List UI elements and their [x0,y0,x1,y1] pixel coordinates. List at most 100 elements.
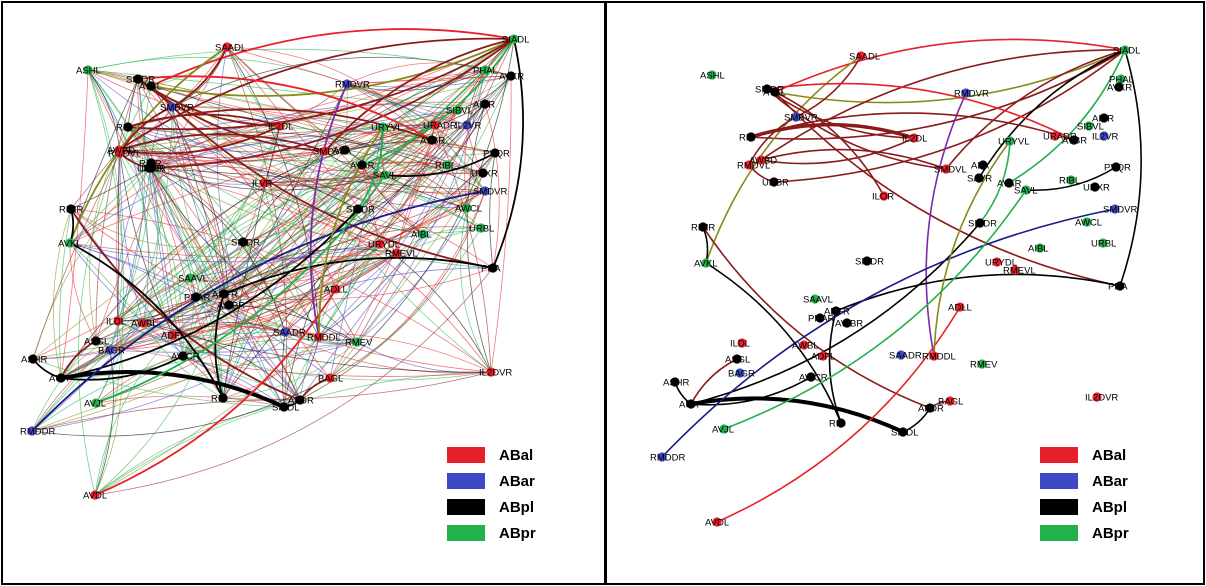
node-awcl: AWCL [1075,217,1102,229]
node-marker [896,350,906,360]
edge-RMDVR-RMDDL [925,92,967,357]
node-savl: SAVL [373,170,397,182]
node-marker [955,302,965,312]
node-marker [320,146,330,156]
edge-SAVL-ILVR [263,170,386,184]
node-rmddl: RMDDL [922,351,956,363]
node-label: RIG [829,419,846,430]
node-ashl: ASHL [700,70,725,82]
node-label: ILVR [252,179,273,190]
edge-RIR-SIADR [127,78,139,128]
node-saadr: SAADR [889,350,922,362]
node-label: ASHR [21,355,48,366]
node-label: IL2DVR [1085,393,1118,404]
node-label: RIBL [1059,176,1080,187]
edge-RIBL-BAGR [109,164,448,351]
node-ildl: ILDL [730,338,750,350]
node-marker [259,178,269,188]
node-marker [342,79,352,89]
node-rmdvl: RMDVL [737,160,770,172]
edge-ADFR-RIG [828,310,842,424]
node-marker [670,377,680,387]
node-bagl: BAGL [318,373,343,385]
node-marker [698,222,708,232]
legend-item-abpr: ABpr [1040,525,1129,542]
node-il2dl: IL2DL [268,121,293,133]
edge-main-SIADL-AVAL [150,28,515,87]
node-awbl: AWBL [792,340,819,352]
edge-URBR-SAADR [150,167,286,333]
node-marker [1050,131,1060,141]
edge-SIADR2-RIMR [70,208,244,248]
node-label: AVAL [763,88,786,99]
node-bagl: BAGL [938,396,963,408]
node-marker [831,306,841,316]
node-label: AVBR [1062,136,1087,147]
edge-SAADL-ASGL [95,46,228,342]
node-phal: PHAL [1109,74,1134,86]
node-marker [331,284,341,294]
node-marker [746,132,756,142]
node-awbd: AWBD [107,145,135,157]
node-sibdl: SIBDL [891,427,918,439]
edge-AWCR-URADR [182,124,436,357]
node-marker [66,204,76,214]
node-marker [325,373,335,383]
edge-main-AVAL-PDA [150,85,494,269]
edge-AWBR-RIR [127,126,230,306]
node-label: RMDVL [108,149,141,160]
node-label: RMDDR [20,427,55,438]
node-rmev: RMEV [345,337,373,349]
node-awbl: AWBL [131,318,158,330]
node-label: URXR [1083,183,1110,194]
node-label: ADFL [161,331,185,342]
edge-RMEV-PHAL [356,69,486,343]
node-marker [975,218,985,228]
node-label: ILOR [872,192,894,203]
node-sibvl: SIBVL [1077,121,1104,133]
node-label: URYVL [371,123,403,134]
node-label: SIADL [502,35,529,46]
node-marker [806,372,816,382]
legend-label: ABal [499,447,533,464]
node-marker [380,170,390,180]
node-label: ASHR [663,378,690,389]
edge-ADFR-URBR [150,167,225,295]
node-smdvr: SMDVR [1103,204,1137,216]
edge-SIADL-SMDVL [945,49,1126,170]
edge-AFDR-SIADR [137,78,301,401]
edge-SIBDR-PHAR [195,208,359,298]
edge-URADR-RIR [127,124,436,138]
edge-AWBD-SIBDR [118,149,359,210]
legend-label: ABpr [1092,525,1129,542]
edge-BAGL-RMDDR [31,377,331,437]
edge-URXR-AWCR [182,172,484,357]
edge-AWBR-URBR2 [148,167,230,306]
node-label: URYDL [368,240,400,251]
node-marker [353,204,363,214]
legend-swatch [447,473,485,489]
edge-ILDL-IL2DVR [117,320,492,381]
edge-AVKR-IL2DVR [490,75,512,373]
edge-SIADL-AVAL [774,49,1126,104]
edge-AIBL-SAAVL [189,233,424,279]
node-marker [279,402,289,412]
edge-SIADL-SAVR [978,49,1126,179]
node-label: SMDVR [473,187,507,198]
node-ribl: RIBL [435,160,456,172]
node-label: AWBL [131,319,158,330]
node-marker [480,65,490,75]
node-label: PHAL [1109,75,1134,86]
node-uryvl: URYVL [371,122,403,134]
node-label: PDA [1108,282,1128,293]
node-marker [1110,204,1120,214]
node-label: URYVL [998,137,1030,148]
edge-SIADR-ASGL [95,78,139,342]
edge-AWCL-RMEV [356,207,468,343]
node-aiyr: AIYR [473,99,495,111]
node-label: SAVR [967,174,992,185]
node-label: AIBL [411,230,432,241]
node-label: AWBR [835,319,863,330]
node-marker [1021,185,1031,195]
